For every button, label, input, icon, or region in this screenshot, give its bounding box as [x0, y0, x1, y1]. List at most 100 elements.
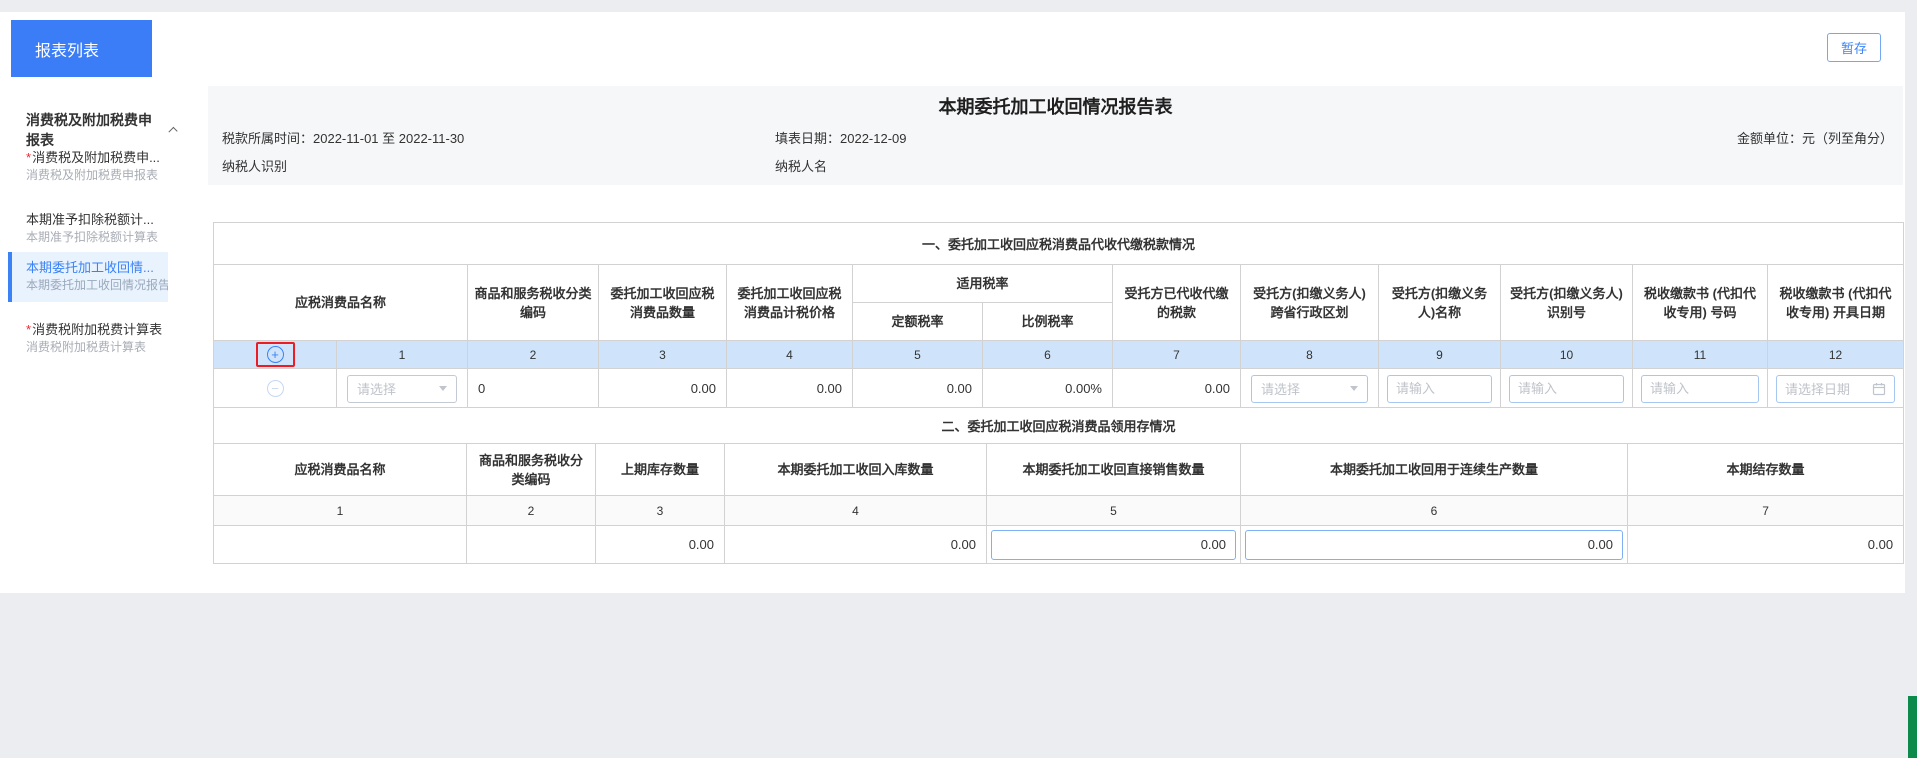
col-number: 1 [213, 495, 467, 526]
entrustee-region-select[interactable]: 请选择 [1251, 374, 1368, 403]
section1-table: 一、委托加工收回应税消费品代收代缴税款情况 应税消费品名称 商品和服务税收分类编… [213, 222, 1904, 409]
edge-scrollbar-widget[interactable] [1908, 696, 1917, 758]
col-number: 1 [336, 340, 468, 369]
col-number: 12 [1767, 340, 1904, 369]
header2-taxable-goods-name: 应税消费品名称 [213, 443, 467, 496]
section1-title: 一、委托加工收回应税消费品代收代缴税款情况 [213, 222, 1904, 265]
taxpayer-id-label: 纳税人识别 [222, 159, 288, 174]
header2-recovered-in-qty: 本期委托加工收回入库数量 [724, 443, 987, 496]
main-card: 报表列表 消费税及附加税费申报表 *消费税及附加税费申... 消费税及附加税费申… [0, 12, 1905, 593]
header-goods-service-tax-code: 商品和服务税收分类编码 [467, 264, 599, 341]
header2-ending-balance-qty: 本期结存数量 [1626, 443, 1905, 496]
header-recovered-quantity: 委托加工收回应税消费品数量 [598, 264, 727, 341]
section1-number-row: + 1 2 3 4 5 6 7 8 9 10 11 12 [213, 340, 1904, 369]
goods-name-cell [213, 525, 467, 564]
sidebar-item-subtitle: 本期准予扣除税额计算表 [26, 230, 159, 244]
col-number: 11 [1632, 340, 1768, 369]
entrustee-name-input[interactable] [1387, 374, 1492, 403]
sidebar-item-title: 本期委托加工收回情... [26, 260, 154, 275]
sidebar-title: 报表列表 [11, 20, 152, 77]
chevron-down-icon [1350, 386, 1358, 391]
section2-number-row: 1 2 3 4 5 6 7 [213, 495, 1905, 526]
temp-save-button[interactable]: 暂存 [1827, 33, 1881, 62]
required-asterisk: * [26, 322, 32, 337]
tax-code-value: 0 [467, 368, 599, 409]
highlight-red-box: + [255, 342, 295, 367]
sidebar-item-subtitle: 本期委托加工收回情况报告 [26, 278, 168, 292]
taxable-goods-select-placeholder: 请选择 [357, 382, 397, 397]
header2-prev-stock-qty: 上期库存数量 [595, 443, 725, 496]
col-number: 9 [1378, 340, 1501, 369]
continuous-production-input[interactable]: 0.00 [1245, 529, 1623, 560]
chevron-up-icon [168, 126, 178, 137]
withheld-tax-value: 0.00 [1112, 368, 1241, 409]
section2-title: 二、委托加工收回应税消费品领用存情况 [212, 407, 1905, 444]
sidebar-item-title: 消费税及附加税费申... [32, 150, 160, 165]
sidebar-title-label: 报表列表 [35, 42, 100, 60]
calendar-icon [1872, 382, 1886, 395]
page-title: 本期委托加工收回情况报告表 [938, 97, 1173, 117]
recovered-in-value: 0.00 [724, 525, 987, 564]
quantity-value: 0.00 [598, 368, 727, 409]
sidebar-item-title: 本期准予扣除税额计... [26, 212, 154, 227]
header-applicable-rate-group: 适用税率 [852, 264, 1113, 303]
fixed-rate-value: 0.00 [852, 368, 983, 409]
col-number: 2 [467, 340, 599, 369]
ratio-rate-value: 0.00% [982, 368, 1113, 409]
temp-save-label: 暂存 [1840, 41, 1867, 56]
entrustee-region-placeholder: 请选择 [1261, 382, 1301, 397]
add-row-icon[interactable]: + [266, 346, 284, 363]
section2-table: 二、委托加工收回应税消费品领用存情况 应税消费品名称 商品和服务税收分类编码 上… [212, 407, 1905, 564]
header-fixed-rate: 定额税率 [852, 302, 983, 341]
price-value: 0.00 [726, 368, 853, 409]
header-entrustee-name: 受托方(扣缴义务人)名称 [1378, 264, 1501, 341]
header-entrustee-region: 受托方(扣缴义务人) 跨省行政区划 [1240, 264, 1379, 341]
col-number: 5 [986, 495, 1241, 526]
amount-unit: 金额单位：元（列至角分） [1736, 131, 1893, 146]
fill-date: 填表日期：2022-12-09 [775, 131, 907, 146]
entrustee-id-input[interactable] [1509, 374, 1624, 403]
section2-data-row: 0.00 0.00 0.00 0.00 0.00 [213, 525, 1905, 564]
header-entrustee-id: 受托方(扣缴义务人)识别号 [1500, 264, 1633, 341]
col-number: 3 [595, 495, 725, 526]
sidebar-item-commissioned-processing[interactable]: 本期委托加工收回情... 本期委托加工收回情况报告 [8, 252, 168, 302]
required-asterisk: * [26, 150, 32, 165]
col-number: 2 [466, 495, 596, 526]
sidebar-item-title: 消费税附加税费计算表 [32, 322, 163, 337]
header-receipt-number: 税收缴款书 (代扣代收专用) 号码 [1632, 264, 1768, 341]
direct-sale-input[interactable]: 0.00 [991, 529, 1236, 560]
sidebar-item-subtitle: 消费税及附加税费申报表 [26, 168, 159, 182]
col-number: 4 [724, 495, 987, 526]
col-number: 10 [1500, 340, 1633, 369]
col-number: 6 [1240, 495, 1628, 526]
remove-row-icon[interactable]: − [266, 380, 284, 397]
taxable-goods-select[interactable]: 请选择 [347, 374, 457, 403]
header-receipt-date: 税收缴款书 (代扣代收专用) 开具日期 [1767, 264, 1904, 341]
header-withheld-tax: 受托方已代收代缴的税款 [1112, 264, 1241, 341]
sidebar-item-deduction-calc[interactable]: 本期准予扣除税额计... 本期准予扣除税额计算表 [8, 204, 168, 254]
receipt-number-input[interactable] [1641, 374, 1759, 403]
sidebar-item-surtax-calc[interactable]: *消费税附加税费计算表 消费税附加税费计算表 [8, 314, 168, 364]
receipt-date-picker[interactable]: 请选择日期 [1776, 374, 1895, 403]
sidebar-group-consumption-tax[interactable]: 消费税及附加税费申报表 [26, 110, 178, 150]
sidebar-group-label: 消费税及附加税费申报表 [26, 112, 152, 148]
col-number: 4 [726, 340, 853, 369]
header-taxable-goods-name: 应税消费品名称 [213, 264, 468, 341]
header-taxable-price: 委托加工收回应税消费品计税价格 [726, 264, 853, 341]
col-number: 8 [1240, 340, 1379, 369]
col-number: 3 [598, 340, 727, 369]
header2-continuous-production-qty: 本期委托加工收回用于连续生产数量 [1240, 443, 1628, 496]
col-number: 7 [1112, 340, 1241, 369]
col-number: 5 [852, 340, 983, 369]
sidebar-item-declaration-form[interactable]: *消费税及附加税费申... 消费税及附加税费申报表 [8, 142, 168, 192]
tax-code-cell [466, 525, 596, 564]
ending-balance-value: 0.00 [1626, 525, 1905, 564]
taxpayer-name-label: 纳税人名 [775, 159, 828, 174]
chevron-down-icon [439, 386, 447, 391]
header2-direct-sale-qty: 本期委托加工收回直接销售数量 [986, 443, 1241, 496]
sidebar-item-subtitle: 消费税附加税费计算表 [26, 340, 147, 354]
header2-goods-service-tax-code: 商品和服务税收分类编码 [466, 443, 596, 496]
header-ratio-rate: 比例税率 [982, 302, 1113, 341]
col-number: 7 [1626, 495, 1905, 526]
col-number: 6 [982, 340, 1113, 369]
